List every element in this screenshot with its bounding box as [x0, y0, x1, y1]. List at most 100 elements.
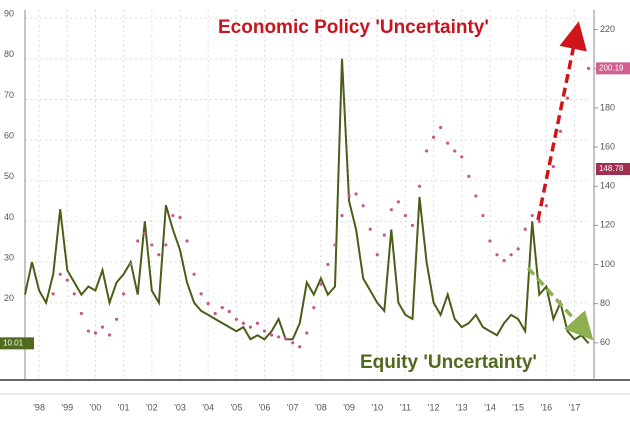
data-point [213, 311, 217, 316]
data-point [65, 278, 69, 282]
data-point [262, 329, 267, 333]
y2-tick-label: 180 [600, 102, 615, 112]
y2-tick-label: 120 [600, 220, 615, 230]
x-tick-label: '13 [456, 402, 468, 412]
data-point [284, 337, 288, 341]
x-tick-label: '10 [371, 402, 383, 412]
data-point [178, 215, 182, 220]
data-point [291, 341, 295, 345]
data-point [255, 321, 260, 325]
data-point [312, 305, 316, 310]
data-point [446, 141, 450, 145]
data-point [150, 243, 154, 247]
y-tick-label: 20 [4, 293, 14, 303]
data-point [565, 96, 570, 100]
data-point [100, 325, 105, 329]
x-tick-label: '15 [512, 402, 524, 412]
y2-tick-label: 220 [600, 24, 615, 34]
y-tick-label: 60 [4, 130, 14, 140]
data-point [474, 194, 478, 198]
data-point [453, 149, 457, 153]
x-tick-label: '12 [428, 402, 440, 412]
x-tick-label: '08 [315, 402, 327, 412]
data-point [460, 155, 464, 159]
data-point [192, 272, 196, 276]
data-point [234, 317, 238, 321]
data-point [579, 47, 584, 51]
data-point [199, 292, 203, 296]
x-tick-label: '05 [230, 402, 242, 412]
x-tick-label: '11 [400, 402, 411, 412]
y2-tick-label: 60 [600, 337, 610, 347]
y-tick-label: 50 [4, 171, 14, 181]
x-tick-label: '98 [33, 402, 45, 412]
data-point [432, 135, 436, 139]
x-tick-label: '99 [61, 402, 73, 412]
data-point [122, 292, 126, 296]
data-point [277, 335, 281, 339]
value-marker [0, 337, 34, 350]
data-point [417, 184, 422, 188]
x-tick-label: '04 [202, 402, 214, 412]
data-point [114, 317, 119, 321]
data-point [467, 174, 471, 179]
x-tick-label: '00 [90, 402, 102, 412]
data-point [157, 253, 161, 257]
data-point [136, 239, 140, 243]
data-point [396, 200, 400, 204]
value-marker-label: 200.19 [599, 63, 624, 72]
x-tick-label: '02 [146, 402, 158, 412]
data-point [530, 213, 534, 218]
data-point [241, 321, 245, 325]
data-point [502, 258, 506, 263]
data-point [544, 204, 548, 208]
data-point [439, 125, 443, 130]
data-point [424, 149, 429, 153]
data-point [558, 129, 563, 133]
data-point [340, 213, 344, 218]
data-point [523, 227, 527, 231]
data-point [171, 213, 175, 218]
value-marker [596, 163, 630, 176]
data-point [537, 219, 541, 224]
data-point [164, 243, 168, 247]
annotation: Economic Policy 'Uncertainty' [218, 17, 489, 38]
y-tick-label: 90 [4, 9, 14, 19]
y-tick-label: 40 [4, 212, 14, 222]
x-tick-label: '16 [540, 402, 552, 412]
data-point [586, 66, 591, 70]
y2-tick-label: 100 [600, 259, 615, 269]
data-point [79, 311, 83, 316]
x-tick-label: '14 [484, 402, 496, 412]
value-marker-label: 148.78 [599, 164, 624, 173]
y-tick-label: 30 [4, 252, 14, 262]
x-tick-label: '01 [118, 402, 130, 412]
value-marker [596, 62, 630, 75]
x-tick-label: '06 [259, 402, 271, 412]
data-point [248, 325, 253, 329]
data-point [319, 282, 323, 286]
data-point [375, 253, 379, 257]
data-point [93, 331, 98, 335]
data-point [86, 329, 91, 333]
data-point [333, 243, 337, 247]
data-point [326, 262, 330, 267]
x-tick-label: '07 [287, 402, 299, 412]
data-point [185, 239, 189, 243]
data-point [269, 333, 274, 337]
data-point [72, 292, 76, 296]
data-line [24, 58, 590, 345]
data-point [305, 331, 309, 335]
data-point [361, 204, 365, 208]
data-point [495, 253, 499, 257]
data-point [220, 305, 224, 310]
data-point [516, 247, 520, 251]
y2-tick-label: 160 [600, 141, 615, 151]
data-point [58, 272, 62, 276]
data-point [488, 239, 492, 243]
data-point [509, 253, 513, 257]
data-point [410, 223, 415, 227]
data-point [354, 192, 358, 196]
data-point [298, 345, 302, 349]
